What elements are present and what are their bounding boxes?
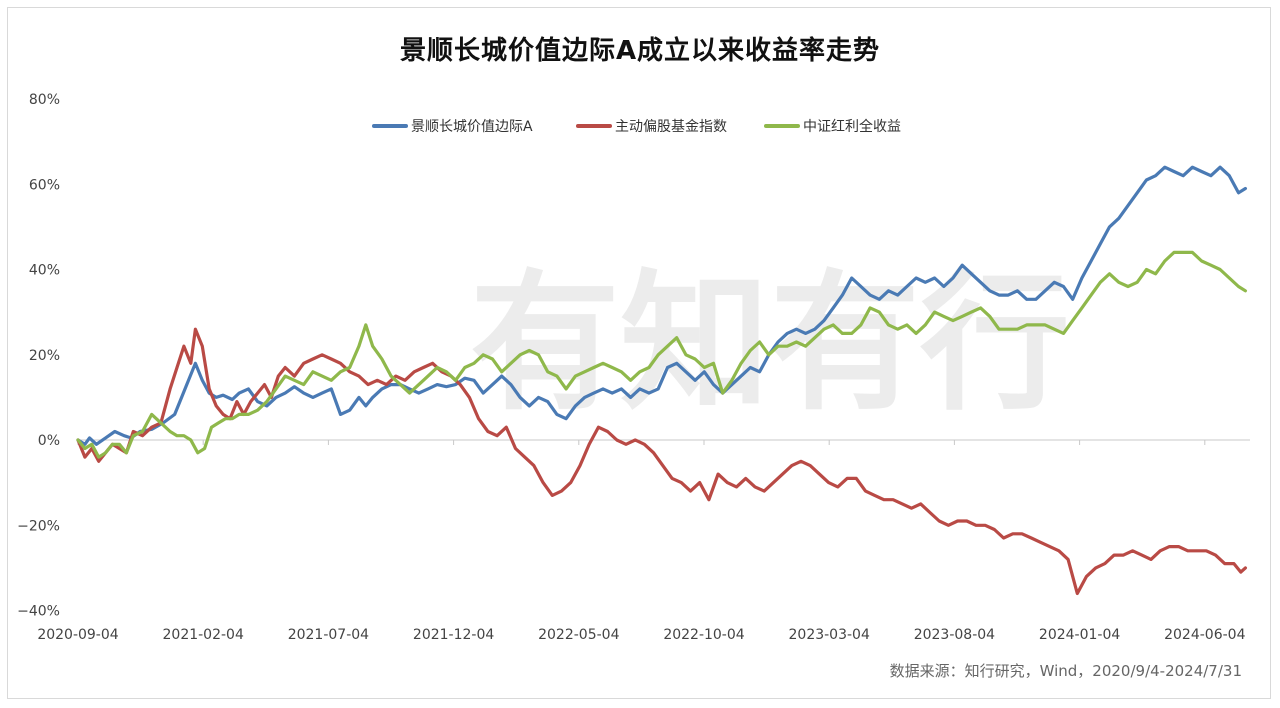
chart-frame — [7, 7, 1271, 699]
x-axis: 2020-09-04 2021-02-04 2021-07-04 2021-12-04… — [37, 439, 1250, 643]
y-axis: 80% 60% 40% 20% 0% −20% −40% — [17, 92, 60, 620]
x-tick-label: 2023-08-04 — [914, 627, 995, 643]
x-tick-label: 2024-06-04 — [1164, 627, 1245, 643]
watermark-text: 有知有行 — [470, 257, 1070, 431]
y-tick-label: 40% — [29, 263, 60, 279]
y-tick-label: −20% — [17, 518, 60, 534]
x-tick-label: 2022-05-04 — [538, 627, 619, 643]
x-tick-label: 2022-10-04 — [663, 627, 744, 643]
chart-title: 景顺长城价值边际A成立以来收益率走势 — [399, 36, 881, 66]
y-tick-label: 80% — [29, 92, 60, 108]
y-tick-label: 60% — [29, 177, 60, 193]
y-tick-label: 20% — [29, 348, 60, 364]
watermark: 有知有行 — [470, 257, 1070, 431]
y-tick-label: 0% — [38, 433, 60, 449]
series-line-2 — [76, 327, 1247, 596]
x-tick-label: 2020-09-04 — [37, 627, 118, 643]
x-tick-label: 2021-02-04 — [163, 627, 244, 643]
x-tick-label: 2021-12-04 — [413, 627, 494, 643]
legend: 景顺长城价值边际A 主动偏股基金指数 中证红利全收益 — [372, 118, 901, 135]
legend-label: 中证红利全收益 — [803, 118, 901, 135]
series-line-3 — [76, 250, 1247, 459]
plot-area — [76, 165, 1247, 596]
x-tick-label: 2024-01-04 — [1039, 627, 1120, 643]
data-source-note: 数据来源：知行研究，Wind，2020/9/4-2024/7/31 — [889, 662, 1242, 680]
x-tick-label: 2023-03-04 — [789, 627, 870, 643]
legend-label: 景顺长城价值边际A — [411, 119, 533, 135]
x-tick-label: 2021-07-04 — [288, 627, 369, 643]
legend-label: 主动偏股基金指数 — [615, 118, 727, 135]
y-tick-label: −40% — [17, 604, 60, 620]
